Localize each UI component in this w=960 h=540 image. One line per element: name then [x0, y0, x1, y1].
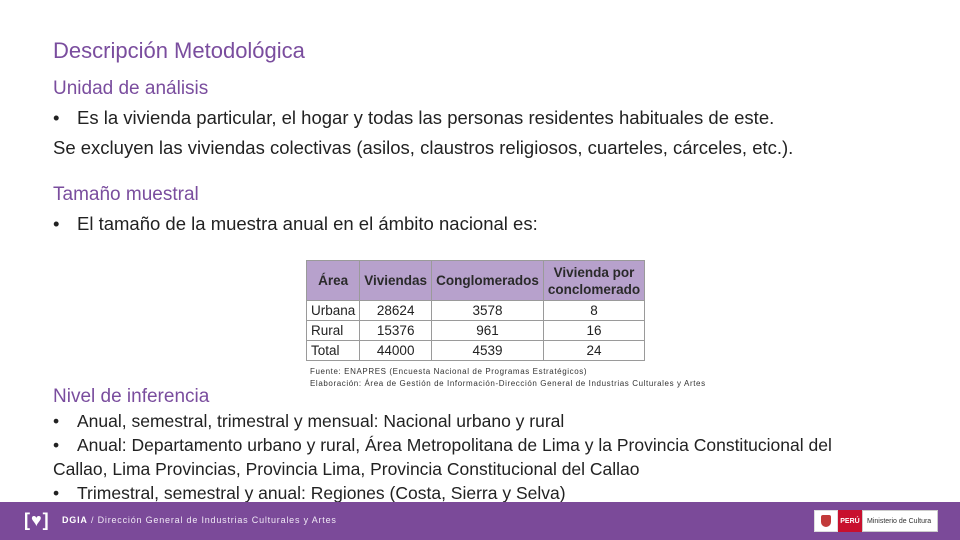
nivel-item-2: • Anual: Departamento urbano y rural, Áre… [53, 435, 832, 455]
table-cell: 15376 [359, 320, 433, 341]
table-cell: 16 [542, 320, 646, 341]
footer-org-short: DGIA [62, 515, 88, 525]
coat-of-arms-icon [814, 510, 838, 532]
tamano-heading: Tamaño muestral [53, 184, 199, 205]
nivel-heading: Nivel de inferencia [53, 386, 210, 407]
elaboration-line: Elaboración: Área de Gestión de Informac… [310, 379, 706, 388]
table-row: Total 44000 4539 24 [305, 340, 646, 361]
table-cell: 8 [542, 300, 646, 321]
source-line: Fuente: ENAPRES (Encuesta Nacional de Pr… [310, 367, 588, 376]
bullet-icon: • [53, 107, 60, 128]
footer-org-text: DGIA / Dirección General de Industrias C… [62, 515, 337, 525]
nivel-item-1: • Anual, semestral, trimestral y mensual:… [53, 411, 565, 431]
table-cell: Total [305, 340, 361, 361]
table-row: Rural 15376 961 16 [305, 320, 646, 341]
table-cell: Urbana [305, 300, 361, 321]
sample-size-table: Área Viviendas Conglomerados Vivienda po… [305, 260, 646, 361]
footer-bar: [♥] DGIA / Dirección General de Industri… [0, 502, 960, 540]
table-row: Urbana 28624 3578 8 [305, 300, 646, 321]
unidad-text-1: Es la vivienda particular, el hogar y to… [77, 107, 775, 128]
bullet-icon: • [53, 435, 60, 455]
bullet-icon: • [53, 411, 60, 431]
table-header-viviendas: Viviendas [359, 260, 433, 301]
footer-org-full: / Dirección General de Industrias Cultur… [87, 515, 337, 525]
table-cell: 44000 [359, 340, 433, 361]
bullet-icon: • [53, 213, 60, 234]
unidad-bullet-line: • Es la vivienda particular, el hogar y t… [53, 107, 774, 129]
table-cell: 24 [542, 340, 646, 361]
culture-logo-icon: [♥] [24, 510, 50, 530]
tamano-bullet-line: • El tamaño de la muestra anual en el ámb… [53, 213, 538, 235]
table-header-conglomerados: Conglomerados [431, 260, 544, 301]
bullet-icon: • [53, 483, 60, 503]
table-cell: 4539 [431, 340, 544, 361]
unidad-text-2: Se excluyen las viviendas colectivas (as… [53, 137, 794, 158]
table-header-area: Área [305, 260, 361, 301]
page-title: Descripción Metodológica [53, 38, 305, 63]
table-header-vivienda-por-conglomerado: Vivienda por conclomerado [542, 260, 646, 301]
ministerio-logo: Ministerio de Cultura [862, 510, 938, 532]
table-cell: 961 [431, 320, 544, 341]
nivel-item-2-cont: Callao, Lima Provincias, Provincia Lima,… [53, 459, 640, 479]
peru-logo: PERÚ [838, 510, 862, 532]
table-cell: Rural [305, 320, 361, 341]
table-cell: 28624 [359, 300, 433, 321]
tamano-text-1: El tamaño de la muestra anual en el ámbi… [77, 213, 538, 234]
table-header-row: Área Viviendas Conglomerados Vivienda po… [305, 260, 646, 301]
unidad-heading: Unidad de análisis [53, 78, 209, 99]
table-cell: 3578 [431, 300, 544, 321]
nivel-item-3: • Trimestral, semestral y anual: Regiones… [53, 483, 566, 503]
